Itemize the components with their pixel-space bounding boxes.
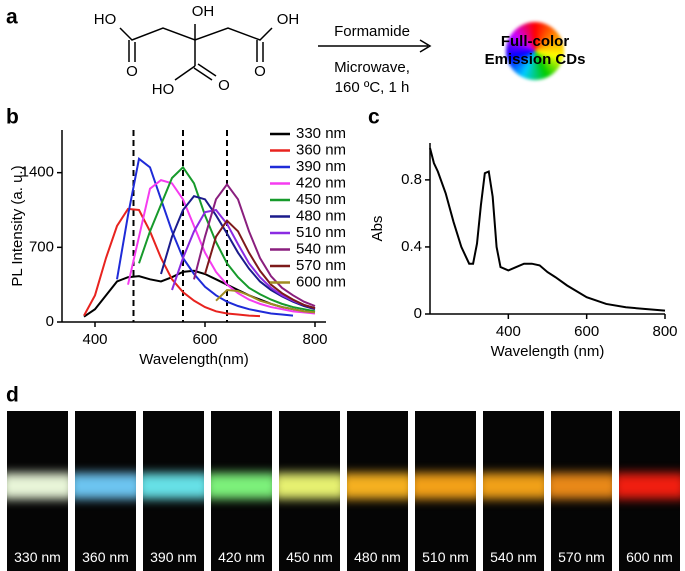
sample-photo: 510 nm: [415, 411, 476, 571]
legend-label: 480 nm: [296, 207, 346, 224]
atom-label: O: [218, 77, 230, 94]
emission-band: [75, 473, 136, 499]
sample-photo: 600 nm: [619, 411, 680, 571]
sample-photo: 330 nm: [7, 411, 68, 571]
y-axis-title: Abs: [369, 216, 386, 242]
photo-label: 360 nm: [82, 549, 129, 565]
sample-photo: 390 nm: [143, 411, 204, 571]
sample-photo: 480 nm: [347, 411, 408, 571]
sample-photo: 450 nm: [279, 411, 340, 571]
photo-label: 330 nm: [14, 549, 61, 565]
atom-label: O: [126, 63, 138, 80]
legend-label: 390 nm: [296, 158, 346, 175]
y-axis-title: PL Intensity (a. u.): [9, 165, 26, 286]
y-tick-label: 0: [46, 313, 54, 330]
x-tick-label: 800: [302, 331, 327, 348]
y-tick-label: 0: [414, 305, 422, 322]
y-tick-label: 700: [29, 238, 54, 255]
panel-label: b: [6, 106, 19, 129]
y-tick-label: 0.4: [401, 238, 422, 255]
x-tick-label: 600: [574, 323, 599, 340]
x-tick-label: 400: [496, 323, 521, 340]
condition: 160 ºC, 1 h: [335, 79, 410, 96]
legend-label: 420 nm: [296, 174, 346, 191]
data-line: [116, 157, 294, 317]
emission-band: [483, 473, 544, 499]
sample-photo: 360 nm: [75, 411, 136, 571]
legend-label: 510 nm: [296, 224, 346, 241]
photo-label: 450 nm: [286, 549, 333, 565]
sample-photo: 540 nm: [483, 411, 544, 571]
photo-label: 420 nm: [218, 549, 265, 565]
x-axis-title: Wavelength (nm): [491, 343, 605, 360]
emission-band: [551, 473, 612, 499]
data-line: [127, 179, 316, 315]
reagent: Formamide: [334, 23, 410, 40]
photo-label: 570 nm: [558, 549, 605, 565]
data-line: [138, 165, 316, 313]
panel-label: c: [368, 106, 380, 129]
x-tick-label: 800: [652, 323, 677, 340]
legend-label: 570 nm: [296, 257, 346, 274]
x-tick-label: 600: [192, 331, 217, 348]
y-tick-label: 1400: [21, 164, 54, 181]
atom-label: HO: [152, 81, 175, 98]
data-line: [171, 208, 316, 310]
product: Emission CDs: [485, 51, 586, 68]
sample-photo: 570 nm: [551, 411, 612, 571]
rainbow-orb: [506, 22, 564, 80]
y-tick-label: 0.8: [401, 171, 422, 188]
legend-label: 450 nm: [296, 191, 346, 208]
data-line: [204, 219, 316, 310]
emission-band: [7, 473, 68, 499]
panel-label: a: [6, 6, 18, 29]
photo-label: 390 nm: [150, 549, 197, 565]
photo-label: 480 nm: [354, 549, 401, 565]
emission-band: [211, 473, 272, 499]
molecule: [119, 24, 432, 81]
data-line: [215, 288, 316, 314]
sample-photo: 420 nm: [211, 411, 272, 571]
atom-label: HO: [94, 11, 117, 28]
emission-band: [143, 473, 204, 499]
legend-label: 360 nm: [296, 141, 346, 158]
photo-label: 510 nm: [422, 549, 469, 565]
x-tick-label: 400: [82, 331, 107, 348]
atom-label: O: [254, 63, 266, 80]
atom-label: OH: [277, 11, 300, 28]
emission-band: [347, 473, 408, 499]
product: Full-color: [501, 33, 569, 50]
legend-label: 600 nm: [296, 273, 346, 290]
data-line: [83, 207, 261, 318]
condition: Microwave,: [334, 59, 410, 76]
legend-label: 540 nm: [296, 240, 346, 257]
emission-band: [619, 473, 680, 499]
data-line: [193, 182, 316, 307]
photo-label: 600 nm: [626, 549, 673, 565]
data-line: [429, 147, 666, 312]
atom-label: OH: [192, 3, 215, 20]
emission-band: [415, 473, 476, 499]
panel-label: d: [6, 384, 19, 407]
emission-band: [279, 473, 340, 499]
photo-label: 540 nm: [490, 549, 537, 565]
x-axis-title: Wavelength(nm): [139, 351, 248, 368]
legend-label: 330 nm: [296, 125, 346, 142]
